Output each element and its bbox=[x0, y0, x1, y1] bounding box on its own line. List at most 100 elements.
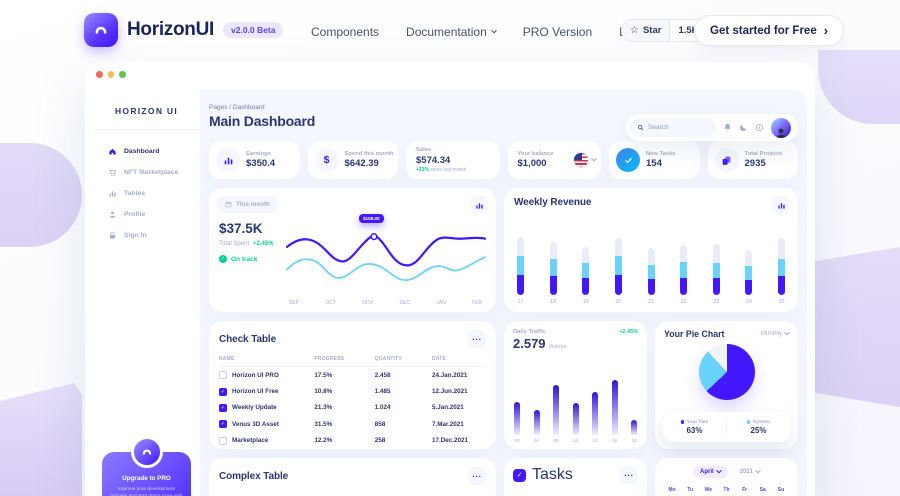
sidebar-item-profile[interactable]: Profile bbox=[93, 204, 200, 225]
lock-icon bbox=[110, 231, 115, 239]
card-title: Check Table bbox=[219, 333, 277, 345]
moon-icon[interactable] bbox=[739, 123, 748, 132]
pie-chart-card: Your Pie Chart Monthly Your files 63% Sy… bbox=[655, 321, 798, 449]
copy-icon bbox=[714, 148, 739, 172]
search-input[interactable] bbox=[648, 124, 706, 131]
horizon-logo-icon bbox=[84, 13, 118, 47]
stat-card-new-tasks: New Tasks 154 bbox=[609, 141, 700, 179]
calendar-card: April 2021 Mo Tu We Th Fr Sa Su bbox=[655, 458, 798, 496]
complex-table-card: Complex Table bbox=[209, 458, 496, 496]
weekly-revenue-card: Weekly Revenue 17 18 19 20 21 22 23 24 25 bbox=[504, 188, 798, 312]
row-checkbox[interactable] bbox=[219, 420, 227, 429]
chart-options-button[interactable] bbox=[772, 196, 790, 214]
chevron-down-icon bbox=[784, 329, 790, 336]
home-icon bbox=[109, 148, 116, 155]
star-count: 1.5K bbox=[678, 25, 699, 36]
daily-traffic-unit: Visitors bbox=[548, 344, 567, 350]
stat-card-spend: Spend this month$642.39 bbox=[307, 141, 398, 179]
pie-period-selector[interactable]: Monthly bbox=[761, 329, 790, 337]
dashboard-window: HORIZON UI Dashboard NFT Marketplace Tab… bbox=[85, 62, 815, 496]
upgrade-description: Improve your development process and sta… bbox=[111, 487, 183, 496]
person-icon bbox=[109, 211, 116, 218]
more-options-button[interactable] bbox=[620, 466, 638, 484]
brand-name: HorizonUI bbox=[127, 19, 215, 40]
bar-chart-icon bbox=[216, 148, 240, 172]
tasks-card: Tasks bbox=[504, 458, 647, 496]
card-title: Complex Table bbox=[219, 470, 289, 482]
weekly-revenue-bars: 17 18 19 20 21 22 23 24 25 bbox=[517, 220, 785, 305]
daily-traffic-card: Daily Traffic +2.45% 2.579 Visitors 00 04… bbox=[504, 321, 647, 449]
stat-card-earnings: Earnings $350.4 bbox=[209, 141, 300, 179]
row-checkbox[interactable] bbox=[219, 403, 227, 412]
avatar[interactable] bbox=[771, 117, 791, 138]
period-selector[interactable]: This month bbox=[217, 196, 278, 213]
sidebar-item-nft-marketplace[interactable]: NFT Marketplace bbox=[93, 162, 200, 183]
stat-card-total-projects: Total Projects 2935 bbox=[707, 141, 798, 179]
bell-icon[interactable] bbox=[723, 123, 732, 132]
stat-card-balance: Your balance $1,000 bbox=[507, 141, 601, 179]
github-star-button[interactable]: Star 1.5K bbox=[621, 19, 708, 42]
chevron-down-icon bbox=[715, 467, 722, 474]
daily-traffic-label: Daily Traffic bbox=[513, 329, 546, 335]
table-row: Marketplace 12.2% 258 17.Dec.2021 bbox=[219, 433, 486, 449]
cta-label: Get started for Free bbox=[710, 24, 817, 37]
currency-selector[interactable] bbox=[573, 152, 597, 168]
card-title: Your Pie Chart bbox=[664, 329, 725, 339]
chevron-down-icon bbox=[490, 27, 497, 34]
row-checkbox[interactable] bbox=[219, 371, 227, 380]
daily-traffic-value: 2.579 bbox=[513, 336, 546, 351]
card-title: Tasks bbox=[532, 466, 573, 483]
sidebar-item-dashboard[interactable]: Dashboard bbox=[93, 141, 200, 162]
cart-icon bbox=[109, 169, 117, 176]
pie-chart bbox=[698, 344, 755, 400]
charts-row: This month $37.5K Total Spent+2.45% On t… bbox=[209, 188, 798, 312]
row-checkbox[interactable] bbox=[219, 387, 227, 396]
sidebar-item-sign-in[interactable]: Sign In bbox=[93, 225, 200, 246]
stat-card-sales: Sales $574.34 +23% since last month bbox=[406, 141, 500, 179]
bottom-row: Complex Table Tasks April bbox=[209, 458, 798, 496]
on-track-status: On track bbox=[219, 255, 257, 263]
chart-options-button[interactable] bbox=[470, 196, 488, 214]
legend-divider bbox=[726, 419, 727, 435]
bar-chart-icon bbox=[475, 202, 483, 209]
top-navbar: HorizonUI v2.0.0 Beta Components Documen… bbox=[0, 0, 900, 60]
page-title: Main Dashboard bbox=[209, 113, 316, 129]
more-options-button[interactable] bbox=[468, 330, 486, 348]
stat-cards-row: Earnings$350.4 Spend this month$642.39 S… bbox=[209, 141, 798, 179]
brand-logo[interactable]: HorizonUI v2.0.0 Beta bbox=[84, 13, 284, 47]
calendar-icon bbox=[225, 201, 232, 208]
get-started-button[interactable]: Get started for Free bbox=[694, 15, 845, 46]
sales-delta: +23% since last month bbox=[416, 167, 467, 173]
total-spent-value: $37.5K bbox=[219, 221, 263, 236]
nav-link-pro-version[interactable]: PRO Version bbox=[522, 25, 593, 39]
daily-traffic-bars: 00 04 08 12 14 16 18 bbox=[514, 375, 637, 443]
nav-link-components[interactable]: Components bbox=[311, 25, 380, 39]
upgrade-to-pro-card[interactable]: Upgrade to PRO Improve your development … bbox=[102, 436, 191, 496]
dashboard-panel: HORIZON UI Dashboard NFT Marketplace Tab… bbox=[93, 90, 807, 496]
decor-blob-bottom-left bbox=[0, 383, 82, 496]
window-expand-dot bbox=[119, 71, 126, 78]
search-box[interactable] bbox=[630, 118, 716, 137]
legend-item: Your files 63% bbox=[663, 420, 726, 435]
more-options-button[interactable] bbox=[468, 467, 486, 485]
info-icon[interactable] bbox=[755, 123, 764, 132]
legend-item: System 25% bbox=[727, 420, 790, 435]
check-circle-icon bbox=[616, 148, 640, 172]
sidebar-divider bbox=[93, 129, 200, 130]
table-row: Horizon UI PRO 17.5% 2.458 24.Jan.2021 bbox=[219, 367, 486, 383]
sidebar-item-tables[interactable]: Tables bbox=[93, 183, 200, 204]
main-content: Pages / Dashboard Main Dashboard Earni bbox=[200, 90, 807, 496]
search-icon bbox=[638, 125, 644, 131]
legend-dot bbox=[680, 420, 685, 424]
check-table-card: Check Table NAME PROGRESS QUANTITY DATE … bbox=[209, 321, 496, 449]
decor-blob-top-right bbox=[818, 50, 900, 124]
calendar-year-selector[interactable]: 2021 bbox=[740, 467, 761, 475]
nav-link-documentation[interactable]: Documentation bbox=[406, 25, 497, 39]
calendar-month-selector[interactable]: April bbox=[692, 466, 728, 478]
row-checkbox[interactable] bbox=[219, 436, 227, 445]
breadcrumb: Pages / Dashboard bbox=[209, 104, 265, 111]
bar-chart-icon bbox=[109, 191, 116, 197]
